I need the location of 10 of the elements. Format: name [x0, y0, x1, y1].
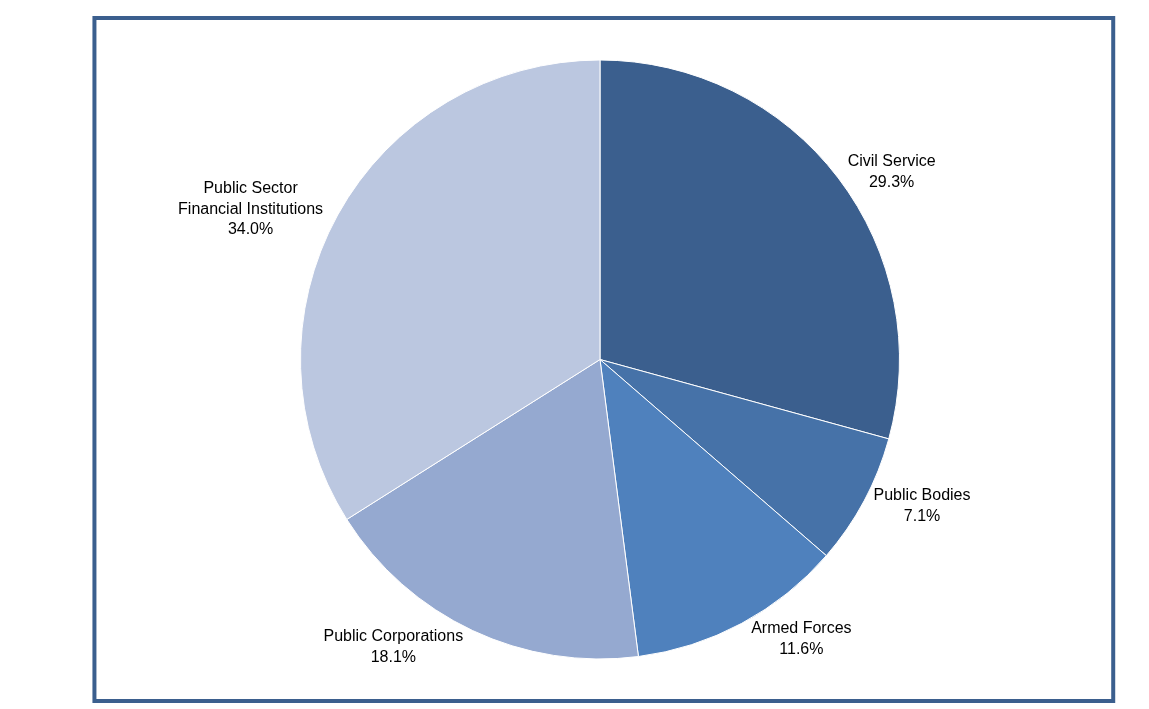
slice-label: Public Corporations — [323, 627, 464, 645]
data-label: 29.3% — [868, 172, 915, 190]
data-label: 11.6% — [779, 639, 824, 657]
slice-label: Public Bodies — [873, 486, 971, 504]
data-label: 34.0% — [227, 220, 274, 238]
data-label: 18.1% — [370, 647, 417, 665]
data-label: 7.1% — [903, 506, 941, 524]
slice-label: Public Sector Financial Institutions — [178, 178, 324, 217]
slice-label: Armed Forces — [751, 619, 852, 637]
slice-label: Civil Service — [847, 152, 936, 170]
